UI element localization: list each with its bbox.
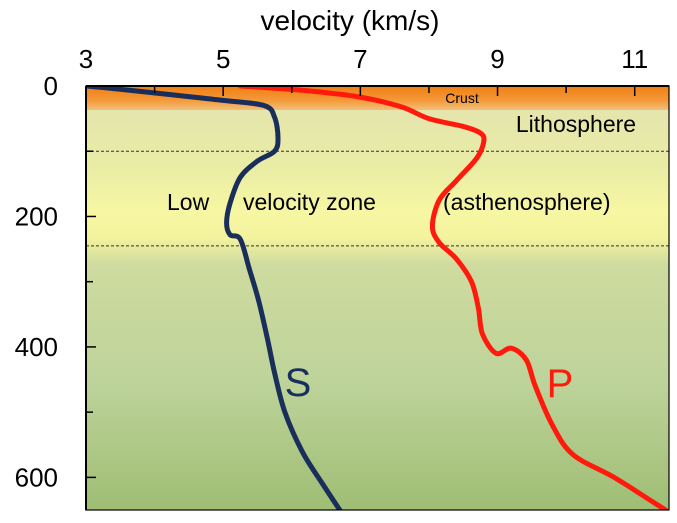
plot-background [86,86,669,510]
y-tick-label: 0 [44,71,58,101]
series-label-s: S [285,361,312,405]
x-tick-label: 9 [490,44,504,74]
chart-title: velocity (km/s) [261,5,440,36]
x-tick-label: 11 [621,44,648,74]
x-tick-label: 5 [216,44,230,74]
series-line-s [86,86,343,510]
annotation-lithosphere: Lithosphere [516,111,636,137]
y-tick-label: 400 [15,332,58,362]
series-label-p: P [547,362,574,406]
x-tick-label: 7 [353,44,367,74]
annotation-velocity-zone: velocity zone [243,189,376,215]
annotation-crust: Crust [445,90,479,106]
y-tick-label: 200 [15,201,58,231]
annotation-asthenosphere: (asthenosphere) [443,189,611,215]
y-tick-label: 600 [15,462,58,492]
x-tick-label: 3 [79,44,93,74]
annotation-low: Low [167,189,210,215]
series-line-p [237,86,669,510]
